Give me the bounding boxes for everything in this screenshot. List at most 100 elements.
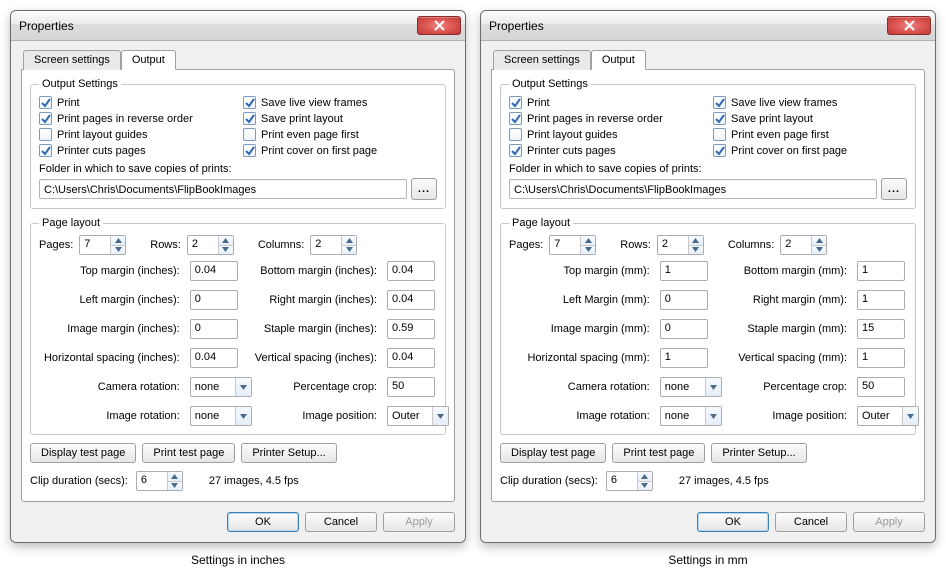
clip-duration-value[interactable]: 6 (607, 472, 637, 490)
dropdown-icon[interactable] (705, 378, 721, 396)
apply-button[interactable]: Apply (383, 512, 455, 532)
spin-up-icon[interactable] (342, 236, 356, 246)
printer-setup-button[interactable]: Printer Setup... (711, 443, 806, 463)
spin-up-icon[interactable] (168, 472, 182, 482)
columns-value[interactable]: 2 (781, 236, 811, 254)
spin-down-icon[interactable] (111, 246, 125, 255)
spin-down-icon[interactable] (638, 482, 652, 491)
right-margin-input[interactable]: 0.04 (387, 290, 435, 310)
bottom-margin-input[interactable]: 0.04 (387, 261, 435, 281)
tab-screen-settings[interactable]: Screen settings (493, 50, 591, 70)
checkbox-print[interactable]: Print (39, 96, 233, 109)
image-margin-input[interactable]: 0 (190, 319, 238, 339)
checkbox-box[interactable] (509, 128, 522, 141)
hspace-input[interactable]: 0.04 (190, 348, 238, 368)
pct-crop-input[interactable]: 50 (387, 377, 435, 397)
rows-value[interactable]: 2 (188, 236, 218, 254)
print-test-page-button[interactable]: Print test page (142, 443, 235, 463)
image-rotation-combo[interactable]: none (190, 406, 252, 426)
dropdown-icon[interactable] (432, 407, 448, 425)
pages-value[interactable]: 7 (550, 236, 580, 254)
checkbox-box[interactable] (39, 128, 52, 141)
dropdown-icon[interactable] (705, 407, 721, 425)
image-margin-input[interactable]: 0 (660, 319, 708, 339)
checkbox-box[interactable] (713, 128, 726, 141)
bottom-margin-input[interactable]: 1 (857, 261, 905, 281)
spin-up-icon[interactable] (219, 236, 233, 246)
checkbox-box[interactable] (39, 112, 52, 125)
checkbox-save_frames[interactable]: Save live view frames (713, 96, 907, 109)
vspace-input[interactable]: 0.04 (387, 348, 435, 368)
left-margin-input[interactable]: 0 (660, 290, 708, 310)
top-margin-input[interactable]: 0.04 (190, 261, 238, 281)
vspace-input[interactable]: 1 (857, 348, 905, 368)
spin-down-icon[interactable] (581, 246, 595, 255)
clip-duration-spinner[interactable]: 6 (606, 471, 653, 491)
top-margin-input[interactable]: 1 (660, 261, 708, 281)
checkbox-box[interactable] (243, 128, 256, 141)
checkbox-save_layout[interactable]: Save print layout (713, 112, 907, 125)
checkbox-save_frames[interactable]: Save live view frames (243, 96, 437, 109)
pages-spinner[interactable]: 7 (549, 235, 596, 255)
checkbox-box[interactable] (713, 112, 726, 125)
pct-crop-input[interactable]: 50 (857, 377, 905, 397)
checkbox-even_first[interactable]: Print even page first (713, 128, 907, 141)
ok-button[interactable]: OK (227, 512, 299, 532)
dropdown-icon[interactable] (902, 407, 918, 425)
columns-spinner[interactable]: 2 (780, 235, 827, 255)
pages-value[interactable]: 7 (80, 236, 110, 254)
checkbox-box[interactable] (509, 112, 522, 125)
spin-down-icon[interactable] (689, 246, 703, 255)
checkbox-save_layout[interactable]: Save print layout (243, 112, 437, 125)
spin-down-icon[interactable] (219, 246, 233, 255)
checkbox-guides[interactable]: Print layout guides (39, 128, 233, 141)
checkbox-cover[interactable]: Print cover on first page (713, 144, 907, 157)
columns-value[interactable]: 2 (311, 236, 341, 254)
columns-spinner[interactable]: 2 (310, 235, 357, 255)
tab-screen-settings[interactable]: Screen settings (23, 50, 121, 70)
image-position-combo[interactable]: Outer (387, 406, 449, 426)
tab-output[interactable]: Output (121, 50, 176, 70)
camera-rotation-combo[interactable]: none (190, 377, 252, 397)
camera-rotation-combo[interactable]: none (660, 377, 722, 397)
checkbox-box[interactable] (509, 96, 522, 109)
checkbox-box[interactable] (509, 144, 522, 157)
rows-spinner[interactable]: 2 (187, 235, 234, 255)
spin-up-icon[interactable] (689, 236, 703, 246)
checkbox-box[interactable] (243, 144, 256, 157)
checkbox-print[interactable]: Print (509, 96, 703, 109)
checkbox-box[interactable] (713, 96, 726, 109)
close-button[interactable] (417, 16, 461, 35)
checkbox-cuts[interactable]: Printer cuts pages (39, 144, 233, 157)
tab-output[interactable]: Output (591, 50, 646, 70)
checkbox-reverse[interactable]: Print pages in reverse order (39, 112, 233, 125)
close-button[interactable] (887, 16, 931, 35)
hspace-input[interactable]: 1 (660, 348, 708, 368)
pages-spinner[interactable]: 7 (79, 235, 126, 255)
checkbox-box[interactable] (243, 96, 256, 109)
display-test-page-button[interactable]: Display test page (30, 443, 136, 463)
checkbox-box[interactable] (39, 144, 52, 157)
browse-button[interactable]: ... (881, 178, 907, 200)
checkbox-reverse[interactable]: Print pages in reverse order (509, 112, 703, 125)
checkbox-cuts[interactable]: Printer cuts pages (509, 144, 703, 157)
image-position-combo[interactable]: Outer (857, 406, 919, 426)
checkbox-box[interactable] (713, 144, 726, 157)
staple-margin-input[interactable]: 15 (857, 319, 905, 339)
spin-up-icon[interactable] (111, 236, 125, 246)
cancel-button[interactable]: Cancel (775, 512, 847, 532)
browse-button[interactable]: ... (411, 178, 437, 200)
spin-up-icon[interactable] (638, 472, 652, 482)
printer-setup-button[interactable]: Printer Setup... (241, 443, 336, 463)
staple-margin-input[interactable]: 0.59 (387, 319, 435, 339)
rows-value[interactable]: 2 (658, 236, 688, 254)
cancel-button[interactable]: Cancel (305, 512, 377, 532)
dropdown-icon[interactable] (235, 378, 251, 396)
checkbox-box[interactable] (39, 96, 52, 109)
folder-path-input[interactable]: C:\Users\Chris\Documents\FlipBookImages (39, 179, 407, 199)
spin-down-icon[interactable] (812, 246, 826, 255)
display-test-page-button[interactable]: Display test page (500, 443, 606, 463)
dropdown-icon[interactable] (235, 407, 251, 425)
folder-path-input[interactable]: C:\Users\Chris\Documents\FlipBookImages (509, 179, 877, 199)
spin-down-icon[interactable] (168, 482, 182, 491)
